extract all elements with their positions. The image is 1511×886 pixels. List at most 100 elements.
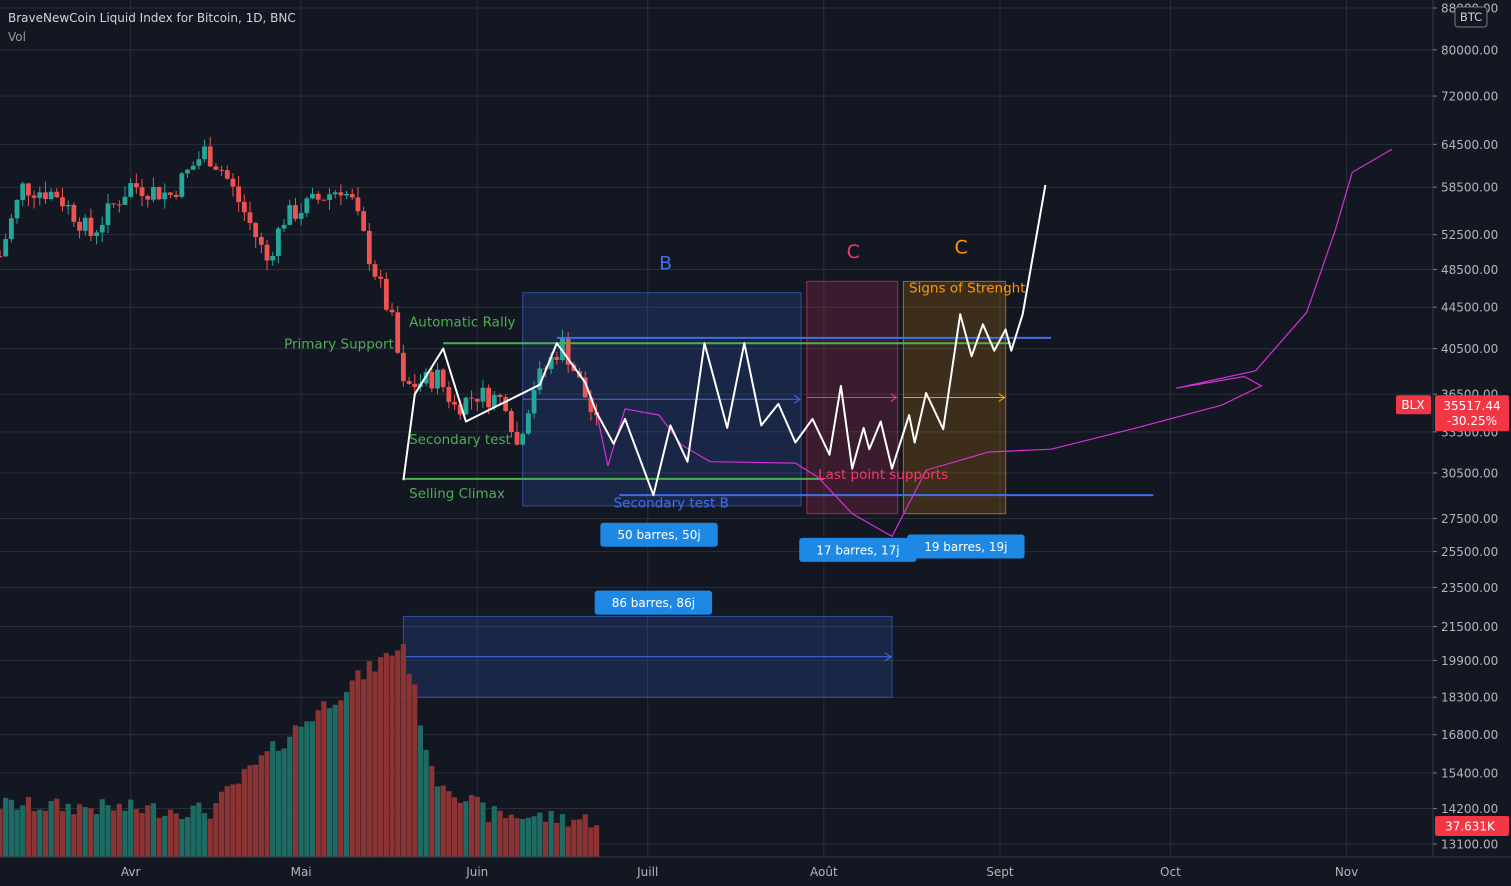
candle-body bbox=[361, 211, 367, 231]
candle-body bbox=[463, 397, 469, 415]
candle-body bbox=[491, 394, 497, 408]
volume-bar bbox=[440, 785, 446, 857]
volume-bar bbox=[3, 797, 9, 857]
volume-bar bbox=[474, 796, 480, 857]
price-tick-label: 25500.00 bbox=[1441, 545, 1498, 559]
volume-bar bbox=[486, 821, 492, 857]
candle-body bbox=[162, 192, 168, 200]
volume-bar bbox=[201, 813, 208, 857]
price-tick-label: 30500.00 bbox=[1441, 467, 1498, 481]
range-measure-badge-text: 86 barres, 86j bbox=[612, 596, 695, 610]
volume-bar bbox=[372, 671, 378, 857]
price-tick-label: 58500.00 bbox=[1441, 181, 1498, 195]
volume-bar bbox=[184, 817, 191, 857]
time-tick-label: Juill bbox=[636, 865, 658, 879]
candle-body bbox=[94, 232, 99, 237]
volume-bar bbox=[571, 819, 577, 857]
volume-bar bbox=[383, 653, 389, 857]
volume-bar bbox=[298, 726, 304, 857]
candle-body bbox=[26, 183, 31, 196]
range-zones bbox=[402, 280, 1007, 698]
volume-bar bbox=[190, 805, 196, 857]
candle-body bbox=[168, 192, 173, 195]
last-price-value: 35517.44 bbox=[1443, 399, 1500, 413]
volume-bar bbox=[315, 710, 321, 857]
volume-bar bbox=[25, 796, 32, 857]
range-zone-arrow bbox=[998, 393, 1006, 402]
range-measure-badge-text: 17 barres, 17j bbox=[816, 543, 899, 557]
annotation-label: C bbox=[955, 236, 968, 258]
volume-bar bbox=[14, 809, 20, 857]
range-measure-badge: 17 barres, 17j bbox=[799, 537, 917, 562]
volume-bar bbox=[406, 674, 412, 857]
candle-body bbox=[37, 192, 43, 198]
candle-body bbox=[383, 278, 389, 310]
candle-body bbox=[133, 183, 139, 188]
candle-body bbox=[338, 192, 344, 196]
volume-bar bbox=[99, 799, 105, 857]
range-measure-badge-bg bbox=[600, 522, 718, 547]
volume-bar bbox=[434, 786, 441, 857]
volume-bar bbox=[150, 803, 157, 857]
volume-bar bbox=[37, 809, 43, 857]
volume-bar bbox=[167, 809, 174, 857]
candle-body bbox=[116, 204, 122, 206]
candle-body bbox=[0, 256, 3, 258]
volume-bar bbox=[491, 806, 497, 857]
price-tick-label: 14200.00 bbox=[1441, 802, 1498, 816]
volume-bar bbox=[48, 801, 54, 857]
candle-body bbox=[65, 204, 71, 207]
candle-body bbox=[480, 387, 486, 402]
volume-bar bbox=[548, 810, 554, 857]
last-price-change: -30.25% bbox=[1447, 414, 1497, 428]
candle-body bbox=[344, 193, 349, 196]
volume-bar bbox=[230, 784, 236, 857]
volume-bar bbox=[355, 670, 361, 857]
volume-bar bbox=[343, 692, 350, 857]
candle-body bbox=[122, 196, 128, 205]
volume-bar bbox=[111, 810, 117, 857]
candle-body bbox=[230, 178, 236, 187]
annotation-label: B bbox=[659, 252, 672, 274]
volume-bar bbox=[542, 821, 549, 857]
volume-bar bbox=[497, 810, 503, 857]
volume-bars bbox=[0, 643, 600, 857]
candle-body bbox=[525, 413, 531, 434]
candlesticks bbox=[0, 136, 599, 447]
candle-body bbox=[145, 196, 151, 200]
volume-bar bbox=[196, 802, 202, 857]
volume-bar bbox=[88, 808, 94, 857]
volume-bar bbox=[105, 805, 111, 857]
volume-bar bbox=[292, 725, 299, 857]
candle-body bbox=[111, 203, 117, 205]
candle-body bbox=[82, 217, 88, 231]
candle-body bbox=[355, 197, 361, 212]
annotation-label: Secondary test B bbox=[614, 495, 729, 511]
price-tick-label: 52500.00 bbox=[1441, 228, 1498, 242]
volume-bar bbox=[116, 803, 122, 857]
volume-bar bbox=[326, 708, 333, 857]
candle-body bbox=[253, 222, 259, 238]
volume-bar bbox=[54, 798, 60, 857]
time-axis-panel bbox=[0, 857, 1511, 886]
volume-bar bbox=[133, 809, 139, 857]
volume-bar bbox=[389, 655, 395, 857]
volume-bar bbox=[42, 810, 49, 857]
candle-body bbox=[247, 212, 253, 223]
candle-body bbox=[88, 217, 94, 237]
volume-bar bbox=[156, 817, 162, 857]
volume-bar bbox=[270, 741, 276, 857]
time-tick-label: Juin bbox=[465, 865, 488, 879]
volume-bar bbox=[565, 826, 571, 857]
price-tick-label: 16800.00 bbox=[1441, 728, 1498, 742]
candle-body bbox=[389, 309, 395, 313]
volume-bar bbox=[8, 799, 14, 857]
volume-bar bbox=[207, 818, 213, 857]
candle-body bbox=[264, 244, 270, 261]
annotation-label: C bbox=[847, 241, 860, 263]
candle-body bbox=[560, 337, 565, 361]
volume-indicator-label: Vol bbox=[8, 30, 26, 44]
candle-body bbox=[321, 199, 327, 201]
